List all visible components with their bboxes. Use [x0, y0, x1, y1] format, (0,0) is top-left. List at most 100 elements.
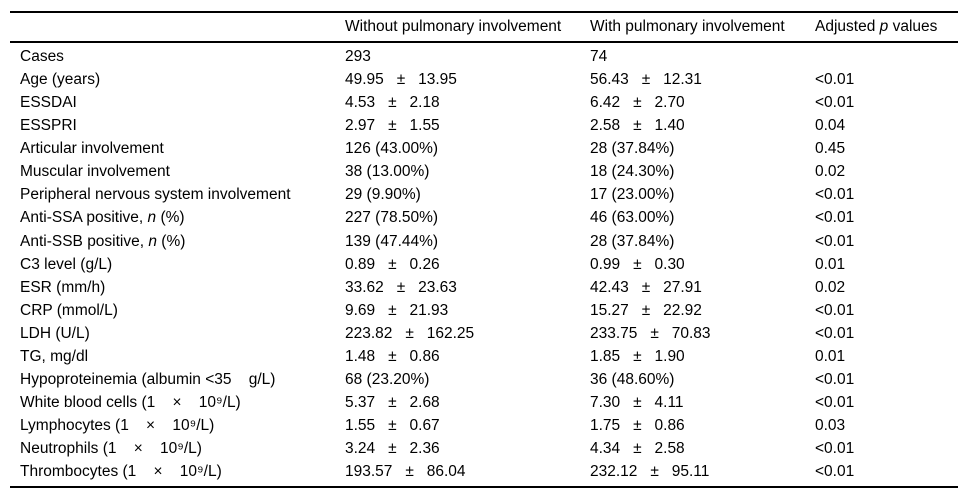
cell-with-pulmonary: 15.27 ± 22.92 — [590, 301, 702, 319]
cell-p-value: <0.01 — [815, 209, 855, 227]
table-row: ESSDAI 4.53 ± 2.18 6.42 ± 2.70 <0.01 — [10, 91, 958, 114]
cell-without-pulmonary: 223.82 ± 162.25 — [345, 324, 475, 342]
cell-p-value: 0.02 — [815, 163, 846, 181]
cell-p-value: 0.45 — [815, 140, 846, 158]
cell-without-pulmonary: 293 — [345, 47, 371, 65]
cell-without-pulmonary: 5.37 ± 2.68 — [345, 394, 440, 412]
cell-without-pulmonary: 227 (78.50%) — [345, 209, 439, 227]
cell-without-pulmonary: 1.55 ± 0.67 — [345, 417, 440, 435]
cell-p-value: <0.01 — [815, 440, 855, 458]
row-label: LDH (U/L) — [20, 324, 90, 342]
table-row: Lymphocytes (1 × 10⁹/L) 1.55 ± 0.67 1.75 ±… — [10, 415, 958, 438]
table-row: Muscular involvement 38 (13.00%) 18 (24.30… — [10, 160, 958, 183]
row-label: C3 level (g/L) — [20, 255, 113, 273]
cell-without-pulmonary: 139 (47.44%) — [345, 232, 439, 250]
row-label: Muscular involvement — [20, 163, 170, 181]
cell-without-pulmonary: 2.97 ± 1.55 — [345, 117, 440, 135]
cell-with-pulmonary: 28 (37.84%) — [590, 140, 675, 158]
cell-with-pulmonary: 232.12 ± 95.11 — [590, 463, 710, 481]
cell-without-pulmonary: 4.53 ± 2.18 — [345, 93, 440, 111]
cell-with-pulmonary: 28 (37.84%) — [590, 232, 675, 250]
table-row: C3 level (g/L) 0.89 ± 0.26 0.99 ± 0.30 0.01 — [10, 253, 958, 276]
table-row: Hypoproteinemia (albumin <35 g/L) 68 (23.… — [10, 368, 958, 391]
table-row: Neutrophils (1 × 10⁹/L) 3.24 ± 2.36 4.34 ±… — [10, 438, 958, 461]
row-label: Thrombocytes (1 × 10⁹/L) — [20, 463, 222, 481]
row-label: White blood cells (1 × 10⁹/L) — [20, 394, 241, 412]
cell-p-value: <0.01 — [815, 301, 855, 319]
table-row: LDH (U/L) 223.82 ± 162.25 233.75 ± 70.83 <0… — [10, 322, 958, 345]
table-row: Age (years) 49.95 ± 13.95 56.43 ± 12.31 <0.… — [10, 68, 958, 91]
cell-with-pulmonary: 46 (63.00%) — [590, 209, 675, 227]
table-row: Cases 293 74 — [10, 45, 958, 68]
row-label: Cases — [20, 47, 64, 65]
row-label: Anti-SSB positive, n (%) — [20, 232, 186, 250]
row-label: Anti-SSA positive, n (%) — [20, 209, 185, 227]
cell-p-value: <0.01 — [815, 371, 855, 389]
table-row: CRP (mmol/L) 9.69 ± 21.93 15.27 ± 22.92 <0.… — [10, 299, 958, 322]
table-row: ESSPRI 2.97 ± 1.55 2.58 ± 1.40 0.04 — [10, 114, 958, 137]
cell-p-value: 0.04 — [815, 117, 846, 135]
table-row: Articular involvement 126 (43.00%) 28 (37.… — [10, 137, 958, 160]
cell-without-pulmonary: 68 (23.20%) — [345, 371, 430, 389]
cell-p-value: <0.01 — [815, 186, 855, 204]
cell-without-pulmonary: 3.24 ± 2.36 — [345, 440, 440, 458]
cell-p-value: 0.01 — [815, 348, 846, 366]
table-header-row: Without pulmonary involvement With pulmo… — [10, 11, 958, 43]
row-label: TG, mg/dl — [20, 348, 89, 366]
cell-p-value: <0.01 — [815, 70, 855, 88]
cell-without-pulmonary: 49.95 ± 13.95 — [345, 70, 457, 88]
table-row: White blood cells (1 × 10⁹/L) 5.37 ± 2.68… — [10, 391, 958, 414]
cell-with-pulmonary: 0.99 ± 0.30 — [590, 255, 685, 273]
cell-p-value: 0.03 — [815, 417, 846, 435]
row-label: Peripheral nervous system involvement — [20, 186, 291, 204]
cell-with-pulmonary: 36 (48.60%) — [590, 371, 675, 389]
cell-p-value: 0.01 — [815, 255, 846, 273]
header-without-pulmonary-involvement: Without pulmonary involvement — [345, 18, 562, 36]
table-row: Peripheral nervous system involvement 29 … — [10, 184, 958, 207]
cell-with-pulmonary: 2.58 ± 1.40 — [590, 117, 685, 135]
cell-without-pulmonary: 33.62 ± 23.63 — [345, 278, 457, 296]
table-row: ESR (mm/h) 33.62 ± 23.63 42.43 ± 27.91 0.02 — [10, 276, 958, 299]
cell-with-pulmonary: 6.42 ± 2.70 — [590, 93, 685, 111]
header-adjusted-p-values: Adjusted p values — [815, 18, 938, 36]
cell-with-pulmonary: 233.75 ± 70.83 — [590, 324, 711, 342]
table-row: TG, mg/dl 1.48 ± 0.86 1.85 ± 1.90 0.01 — [10, 345, 958, 368]
cell-with-pulmonary: 7.30 ± 4.11 — [590, 394, 684, 412]
row-label: CRP (mmol/L) — [20, 301, 118, 319]
row-label: Lymphocytes (1 × 10⁹/L) — [20, 417, 215, 435]
cell-p-value: <0.01 — [815, 394, 855, 412]
table-row: Thrombocytes (1 × 10⁹/L) 193.57 ± 86.04 23… — [10, 461, 958, 484]
row-label: Neutrophils (1 × 10⁹/L) — [20, 440, 202, 458]
cell-without-pulmonary: 9.69 ± 21.93 — [345, 301, 449, 319]
cell-with-pulmonary: 4.34 ± 2.58 — [590, 440, 685, 458]
cell-with-pulmonary: 1.75 ± 0.86 — [590, 417, 685, 435]
row-label: Hypoproteinemia (albumin <35 g/L) — [20, 371, 276, 389]
row-label: Articular involvement — [20, 140, 164, 158]
cell-p-value: <0.01 — [815, 93, 855, 111]
cell-without-pulmonary: 193.57 ± 86.04 — [345, 463, 466, 481]
cell-without-pulmonary: 29 (9.90%) — [345, 186, 421, 204]
cell-without-pulmonary: 0.89 ± 0.26 — [345, 255, 440, 273]
comparison-table: Without pulmonary involvement With pulmo… — [10, 11, 958, 488]
cell-with-pulmonary: 1.85 ± 1.90 — [590, 348, 685, 366]
table-row: Anti-SSB positive, n (%) 139 (47.44%) 28 (… — [10, 230, 958, 253]
cell-without-pulmonary: 126 (43.00%) — [345, 140, 439, 158]
cell-without-pulmonary: 1.48 ± 0.86 — [345, 348, 440, 366]
row-label: Age (years) — [20, 70, 101, 88]
cell-p-value: <0.01 — [815, 324, 855, 342]
row-label: ESSPRI — [20, 117, 77, 135]
header-with-pulmonary-involvement: With pulmonary involvement — [590, 18, 785, 36]
cell-p-value: <0.01 — [815, 232, 855, 250]
table-body: Cases 293 74 Age (years) 49.95 ± 13.95 56.43 … — [10, 43, 958, 488]
cell-with-pulmonary: 18 (24.30%) — [590, 163, 675, 181]
row-label: ESSDAI — [20, 93, 77, 111]
cell-p-value: 0.02 — [815, 278, 846, 296]
cell-with-pulmonary: 74 — [590, 47, 608, 65]
cell-with-pulmonary: 42.43 ± 27.91 — [590, 278, 702, 296]
cell-with-pulmonary: 17 (23.00%) — [590, 186, 675, 204]
cell-without-pulmonary: 38 (13.00%) — [345, 163, 430, 181]
table-row: Anti-SSA positive, n (%) 227 (78.50%) 46 (… — [10, 207, 958, 230]
cell-with-pulmonary: 56.43 ± 12.31 — [590, 70, 702, 88]
cell-p-value: <0.01 — [815, 463, 855, 481]
